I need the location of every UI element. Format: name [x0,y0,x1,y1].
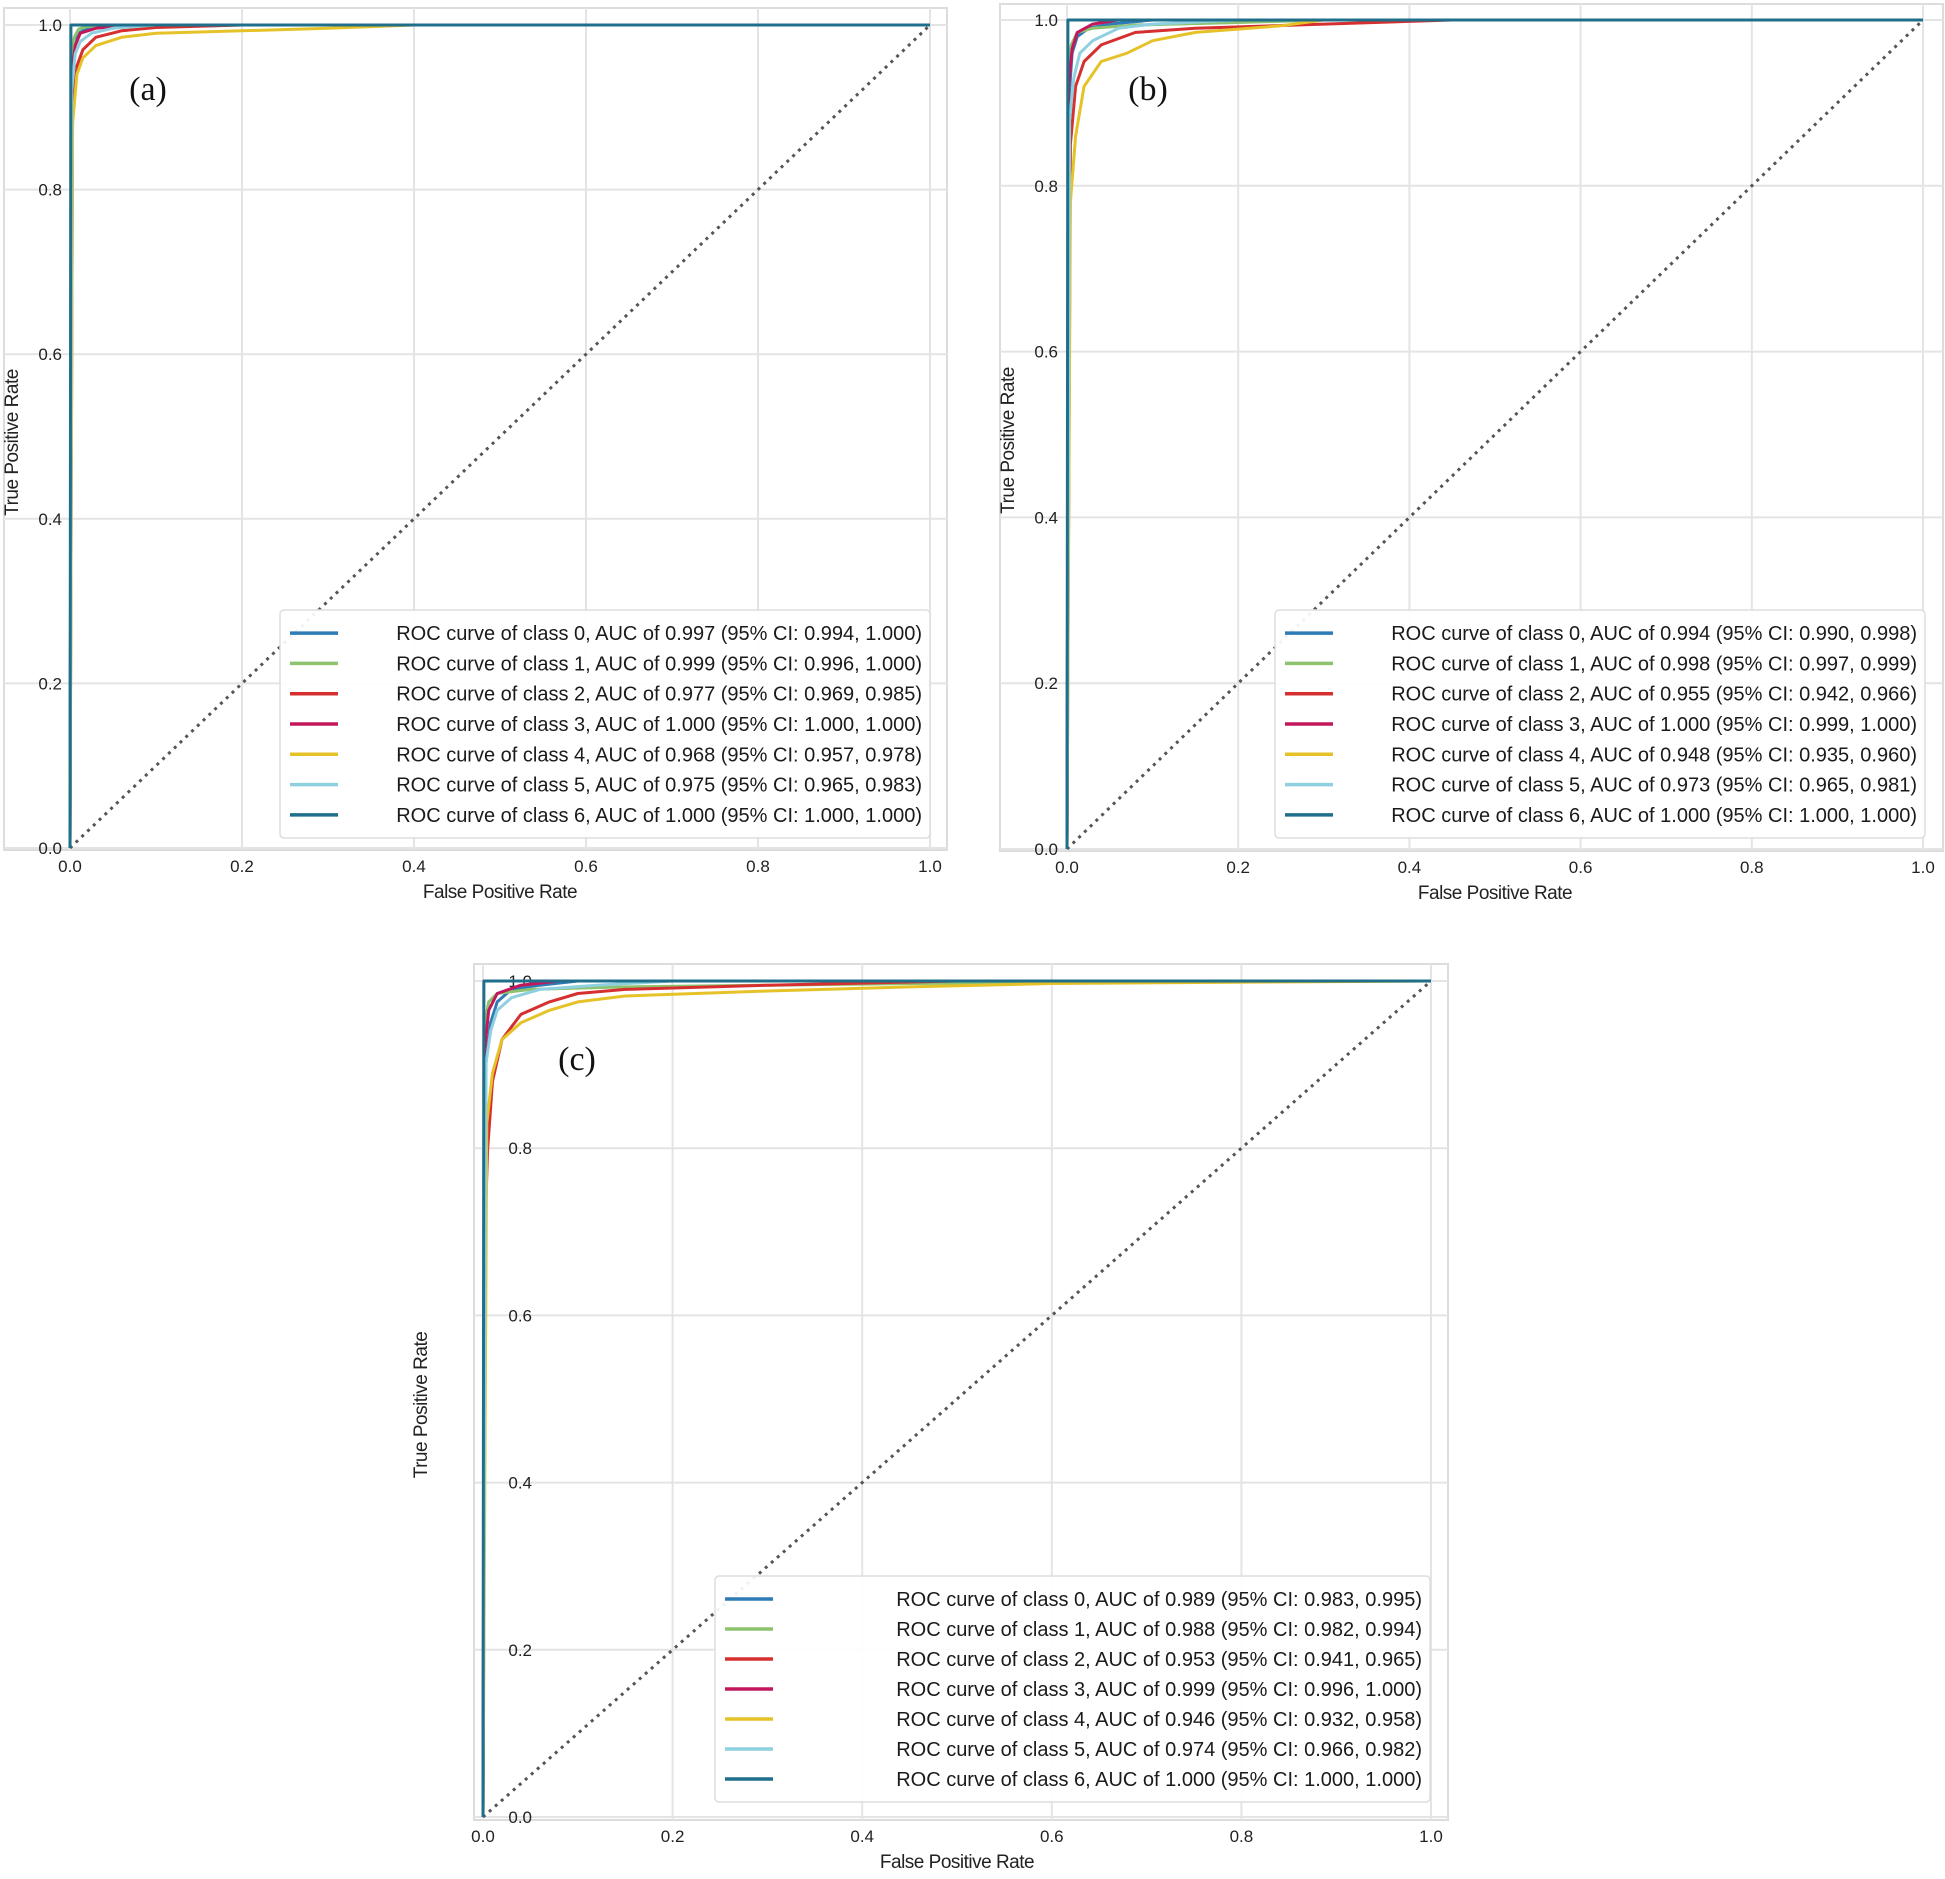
legend-label-class-0: ROC curve of class 0, AUC of 0.997 (95% … [396,623,922,645]
legend-label-class-4: ROC curve of class 4, AUC of 0.968 (95% … [396,744,922,766]
legend-label-class-4: ROC curve of class 4, AUC of 0.948 (95% … [1391,744,1917,766]
chart-panel-3: 0.0 0.2 0.4 0.6 0.8 1.00.00.20.40.60.81.0Fals… [411,963,1449,1873]
x-tick-label: 0.8 [746,857,770,876]
y-tick-label: 0.0 [38,839,62,858]
x-tick-label: 1.0 [1911,858,1935,877]
y-tick-label: 0.8 [508,1139,532,1158]
y-tick-label: 0.2 [508,1641,532,1660]
y-tick-label: 0.0 [508,1808,532,1827]
legend-label-class-2: ROC curve of class 2, AUC of 0.977 (95% … [396,684,922,706]
roc-curve-class-6 [68,23,930,849]
legend-label-class-1: ROC curve of class 1, AUC of 0.998 (95% … [1391,653,1917,675]
legend-label-class-5: ROC curve of class 5, AUC of 0.975 (95% … [396,775,922,797]
legend-label-class-4: ROC curve of class 4, AUC of 0.946 (95% … [896,1709,1422,1731]
panel-letter: (b) [1128,71,1168,108]
roc-curve-class-4 [481,979,1432,1818]
legend-label-class-6: ROC curve of class 6, AUC of 1.000 (95% … [396,805,922,827]
roc-curve-class-4 [1065,18,1923,850]
legend-label-class-2: ROC curve of class 2, AUC of 0.953 (95% … [896,1649,1422,1671]
y-tick-label: 0.0 [1034,840,1058,859]
x-axis-label: False Positive Rate [423,882,577,903]
legend-label-class-3: ROC curve of class 3, AUC of 1.000 (95% … [396,714,922,736]
legend-label-class-6: ROC curve of class 6, AUC of 1.000 (95% … [1391,805,1917,827]
legend-label-class-1: ROC curve of class 1, AUC of 0.988 (95% … [896,1619,1422,1641]
legend-label-class-5: ROC curve of class 5, AUC of 0.974 (95% … [896,1739,1422,1761]
roc-curve-class-6 [1065,18,1923,850]
legend-label-class-0: ROC curve of class 0, AUC of 0.994 (95% … [1391,623,1917,645]
legend-label-class-0: ROC curve of class 0, AUC of 0.989 (95% … [896,1589,1422,1611]
y-tick-label: 0.2 [1034,674,1058,693]
x-axis-label: False Positive Rate [1418,883,1572,904]
x-tick-label: 0.8 [1740,858,1764,877]
x-tick-label: 0.0 [58,857,82,876]
x-axis-label: False Positive Rate [880,1852,1034,1873]
legend-label-class-5: ROC curve of class 5, AUC of 0.973 (95% … [1391,775,1917,797]
x-tick-label: 0.2 [230,857,254,876]
x-tick-label: 0.6 [1040,1827,1064,1846]
legend-label-class-3: ROC curve of class 3, AUC of 0.999 (95% … [896,1679,1422,1701]
x-tick-label: 0.4 [1398,858,1422,877]
y-axis-label: True Positive Rate [2,369,23,516]
legend-box [714,1575,1431,1803]
y-tick-label: 0.4 [1034,508,1058,527]
x-tick-label: 0.6 [574,857,598,876]
legend-box [1274,609,1926,839]
y-tick-label: 0.6 [1034,343,1058,362]
x-tick-label: 0.0 [1055,858,1079,877]
roc-curve-class-6 [481,979,1431,1818]
x-tick-label: 0.4 [850,1827,874,1846]
x-tick-label: 1.0 [918,857,942,876]
y-axis-label: True Positive Rate [411,1332,432,1479]
legend-label-class-6: ROC curve of class 6, AUC of 1.000 (95% … [896,1769,1422,1791]
chart-panel-1: 0.0 0.2 0.4 0.6 0.8 1.0 0.0 0.2 0.4 0.6 0.8 1.0 Fals… [2,7,948,903]
x-tick-label: 0.4 [402,857,426,876]
panel-letter: (c) [558,1041,596,1078]
x-tick-label: 0.8 [1230,1827,1254,1846]
y-tick-label: 0.8 [38,181,62,200]
legend-label-class-2: ROC curve of class 2, AUC of 0.955 (95% … [1391,684,1917,706]
roc-curve-class-4 [68,23,930,849]
y-tick-label: 1.0 [1034,11,1058,30]
y-tick-label: 0.4 [38,510,62,529]
x-tick-label: 0.2 [661,1827,685,1846]
y-tick-label: 0.8 [1034,177,1058,196]
y-tick-label: 0.6 [38,345,62,364]
legend-label-class-3: ROC curve of class 3, AUC of 1.000 (95% … [1391,714,1917,736]
x-tick-label: 0.2 [1226,858,1250,877]
legend-box [279,609,931,839]
y-axis-label: True Positive Rate [998,367,1019,514]
x-tick-label: 0.0 [471,1827,495,1846]
chance-diagonal [482,979,1432,1819]
x-tick-label: 0.6 [1569,858,1593,877]
y-tick-label: 0.4 [508,1474,532,1493]
y-tick-label: 1.0 [38,16,62,35]
y-tick-label: 0.2 [38,674,62,693]
roc-curve-class-2 [1065,18,1923,850]
legend-label-class-1: ROC curve of class 1, AUC of 0.999 (95% … [396,653,922,675]
x-tick-label: 1.0 [1419,1827,1443,1846]
chance-diagonal [1065,18,1925,851]
y-tick-label: 0.6 [508,1306,532,1325]
chart-panel-2: 0.0 0.2 0.4 0.6 0.8 1.0 0.0 0.2 0.4 0.6 0.8 1.0 Fals… [998,3,1944,904]
panel-letter: (a) [129,71,167,108]
